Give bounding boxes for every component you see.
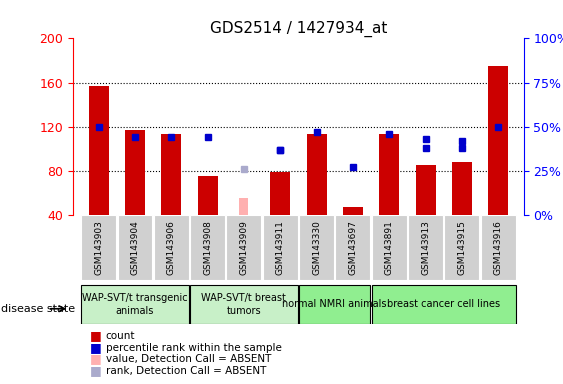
Bar xyxy=(190,215,225,280)
Bar xyxy=(239,199,248,215)
Bar xyxy=(452,162,472,215)
Text: ■: ■ xyxy=(90,329,102,343)
Text: ■: ■ xyxy=(90,341,102,354)
Text: WAP-SVT/t breast
tumors: WAP-SVT/t breast tumors xyxy=(202,293,287,316)
Bar xyxy=(372,215,406,280)
Text: normal NMRI animals: normal NMRI animals xyxy=(283,299,387,310)
Bar xyxy=(299,215,334,280)
Text: GSM143908: GSM143908 xyxy=(203,220,212,275)
Bar xyxy=(307,134,327,215)
Bar xyxy=(379,134,399,215)
Text: count: count xyxy=(106,331,135,341)
Text: breast cancer cell lines: breast cancer cell lines xyxy=(387,299,501,310)
Bar xyxy=(299,285,370,324)
Text: rank, Detection Call = ABSENT: rank, Detection Call = ABSENT xyxy=(106,366,266,376)
Bar xyxy=(336,215,370,280)
Text: GSM143909: GSM143909 xyxy=(239,220,248,275)
Bar xyxy=(226,215,261,280)
Text: GSM143330: GSM143330 xyxy=(312,220,321,275)
Text: GSM143906: GSM143906 xyxy=(167,220,176,275)
Bar xyxy=(154,215,189,280)
Text: WAP-SVT/t transgenic
animals: WAP-SVT/t transgenic animals xyxy=(82,293,187,316)
Text: percentile rank within the sample: percentile rank within the sample xyxy=(106,343,282,353)
Bar xyxy=(372,285,516,324)
Text: GSM143911: GSM143911 xyxy=(276,220,285,275)
Bar xyxy=(481,215,516,280)
Bar xyxy=(88,86,109,215)
Text: GSM143904: GSM143904 xyxy=(131,220,140,275)
Text: GSM143903: GSM143903 xyxy=(94,220,103,275)
Bar xyxy=(125,130,145,215)
Text: disease state: disease state xyxy=(1,304,75,314)
Bar xyxy=(270,172,290,215)
Text: ■: ■ xyxy=(90,353,102,366)
Text: value, Detection Call = ABSENT: value, Detection Call = ABSENT xyxy=(106,354,271,364)
Bar xyxy=(161,134,181,215)
Text: GSM143913: GSM143913 xyxy=(421,220,430,275)
Text: GSM143891: GSM143891 xyxy=(385,220,394,275)
Bar xyxy=(198,176,217,215)
Bar xyxy=(263,215,298,280)
Bar xyxy=(81,285,189,324)
Bar xyxy=(415,166,436,215)
Bar xyxy=(408,215,443,280)
Text: GSM143697: GSM143697 xyxy=(348,220,358,275)
Text: GSM143916: GSM143916 xyxy=(494,220,503,275)
Bar xyxy=(343,207,363,215)
Bar xyxy=(488,66,508,215)
Bar xyxy=(190,285,298,324)
Text: GSM143915: GSM143915 xyxy=(457,220,466,275)
Text: ■: ■ xyxy=(90,364,102,377)
Title: GDS2514 / 1427934_at: GDS2514 / 1427934_at xyxy=(209,21,387,37)
Bar xyxy=(81,215,116,280)
Bar xyxy=(444,215,479,280)
Bar xyxy=(118,215,153,280)
